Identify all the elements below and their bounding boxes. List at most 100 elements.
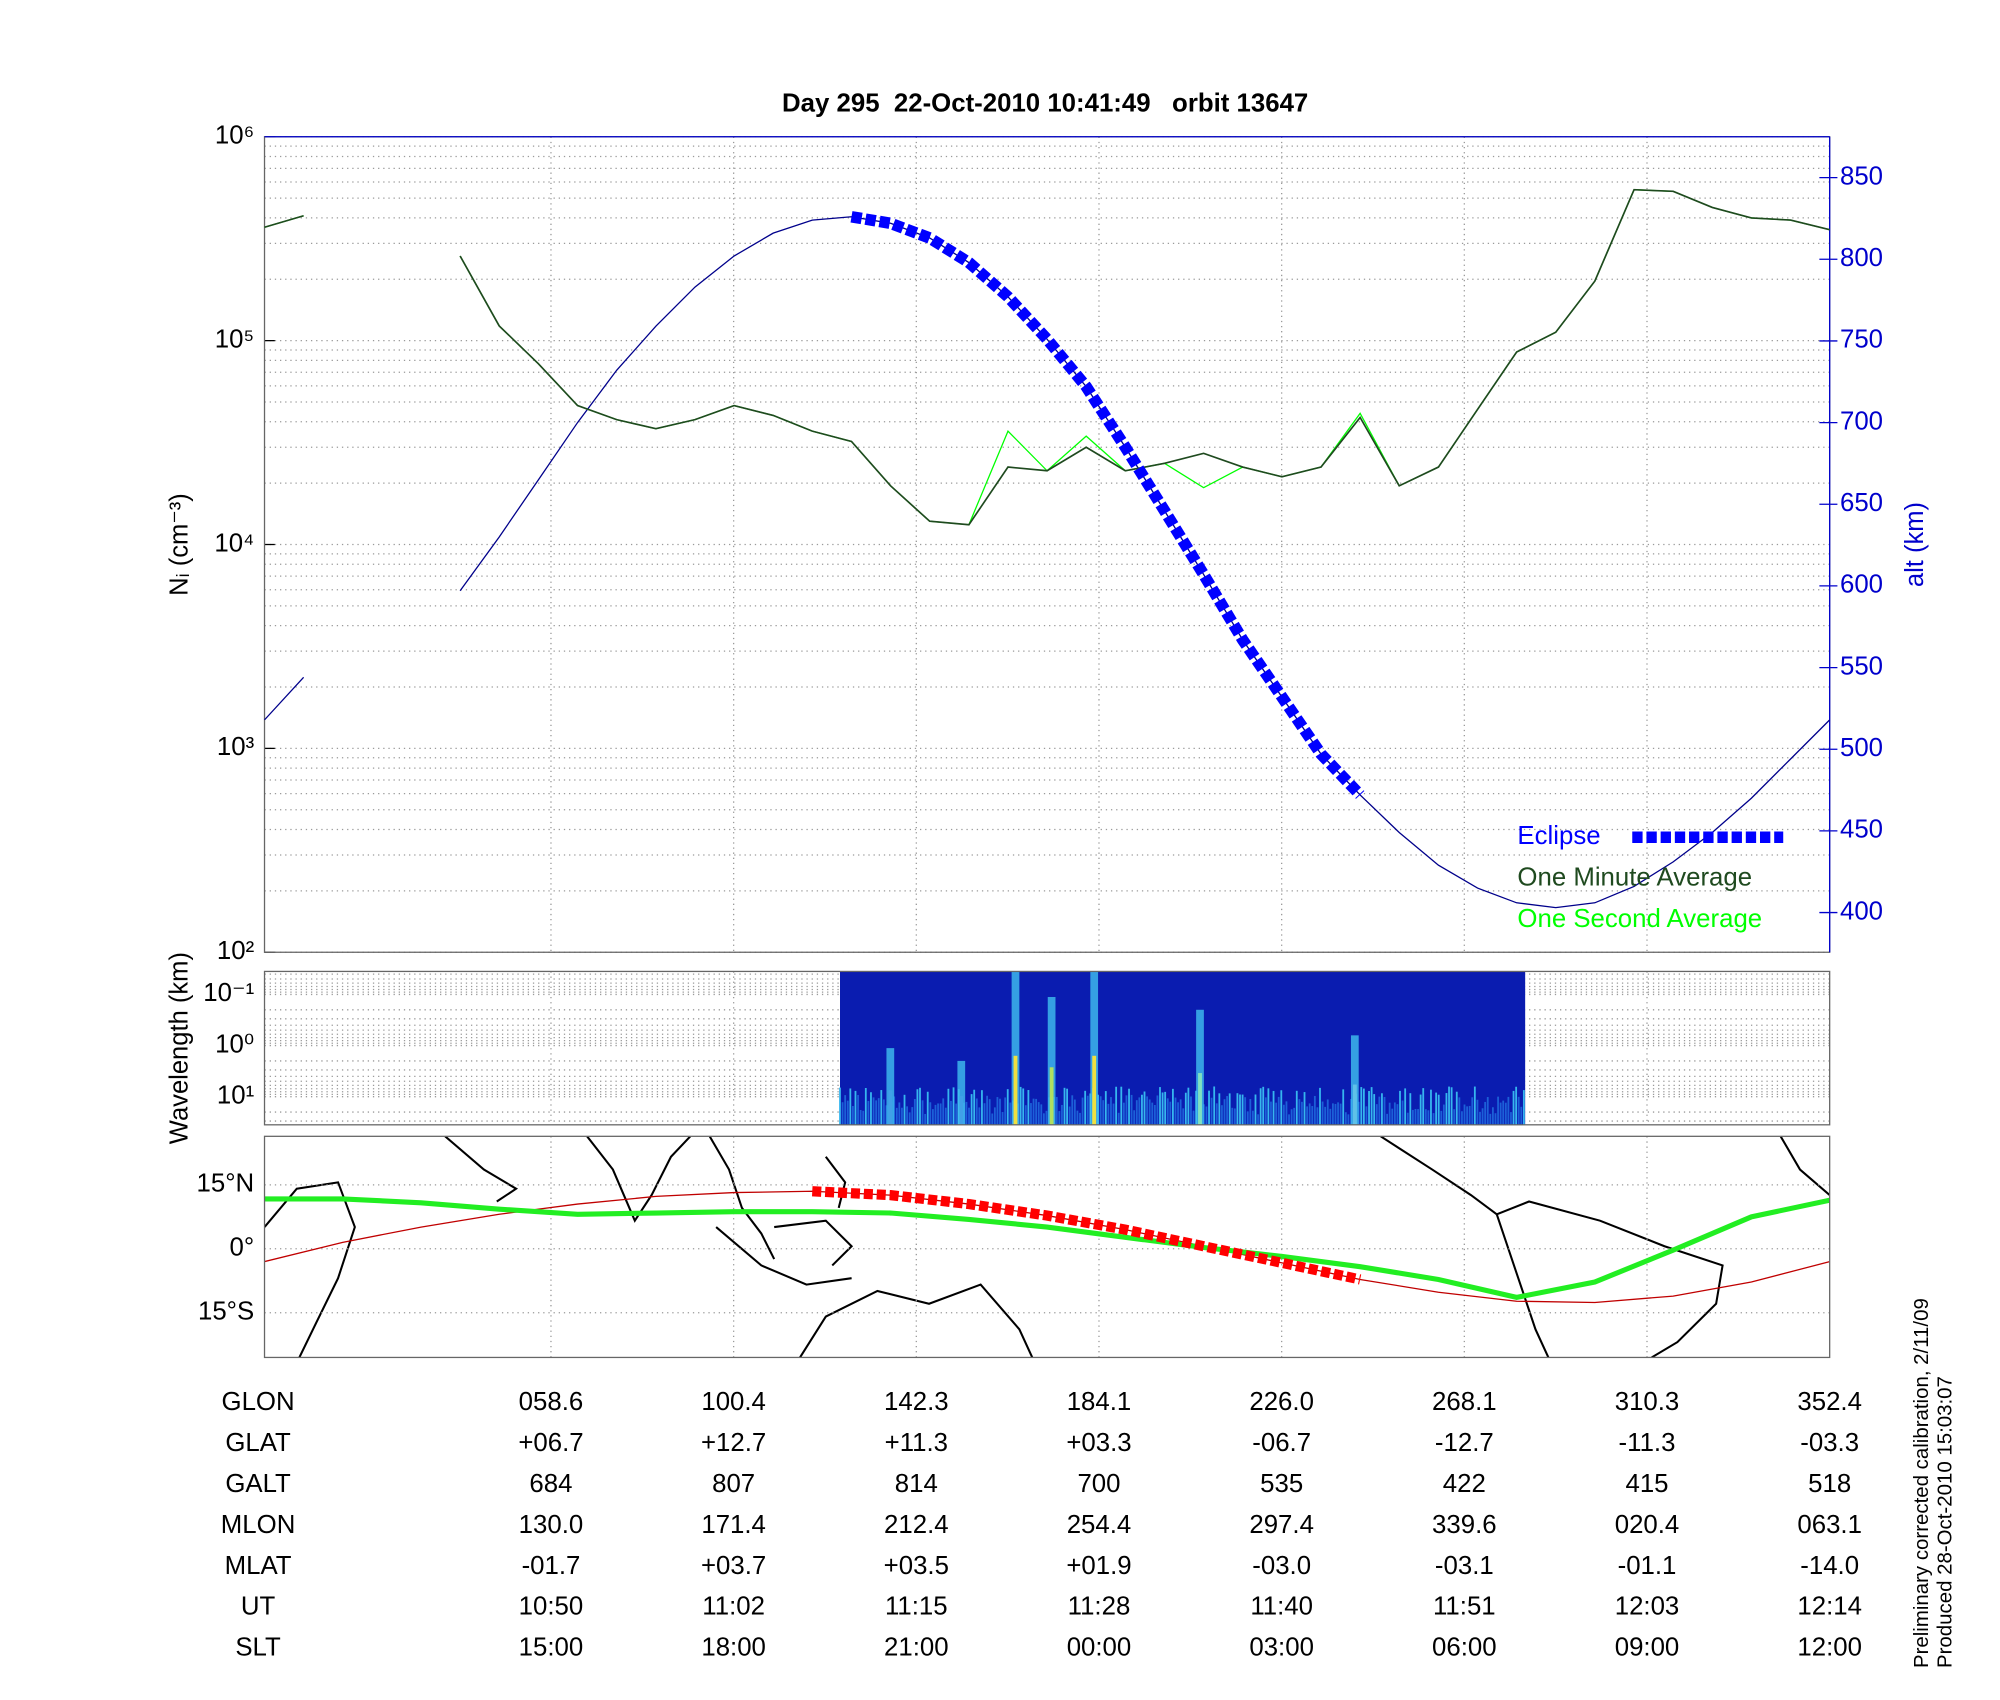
- cell: -14.0: [1800, 1552, 1859, 1580]
- spectrogram-streak: [957, 1060, 966, 1125]
- spectrogram-core: [1049, 1067, 1054, 1125]
- y2-tick-label: 850: [1840, 162, 1883, 190]
- south-america-coast: [1495, 1200, 1724, 1358]
- spectrogram-streak: [1047, 996, 1056, 1125]
- plot-frame: [263, 970, 1831, 1126]
- australia-coast: [799, 1283, 1034, 1358]
- cell: -06.7: [1252, 1429, 1311, 1457]
- y-axis-label: Nᵢ (cm⁻³): [165, 493, 193, 596]
- spectrogram-streak: [886, 1048, 895, 1125]
- cell: 10:50: [519, 1593, 584, 1621]
- cell: 12:14: [1797, 1593, 1862, 1621]
- produced-note: Produced 28-Oct-2010 15:03:07: [1933, 1376, 1956, 1668]
- cell: 130.0: [519, 1511, 584, 1539]
- cell: 807: [712, 1470, 755, 1498]
- cell: 18:00: [701, 1634, 766, 1662]
- spectrogram-y-label: Wavelength (km): [165, 952, 193, 1144]
- y2-tick-label: 750: [1840, 326, 1883, 354]
- y-tick-label: 10³: [217, 733, 255, 761]
- cell: 063.1: [1797, 1511, 1862, 1539]
- cell: 06:00: [1432, 1634, 1497, 1662]
- spectrogram-streak: [1196, 1009, 1204, 1125]
- spectrogram-streak: [1350, 1035, 1359, 1125]
- cell: 226.0: [1249, 1388, 1314, 1416]
- cell: 11:40: [1250, 1593, 1313, 1621]
- row-label: UT: [241, 1593, 276, 1621]
- cell: 535: [1260, 1470, 1303, 1498]
- y2-tick-label: 650: [1840, 489, 1883, 517]
- cell: 310.3: [1615, 1388, 1680, 1416]
- cell: 11:15: [885, 1593, 948, 1621]
- cell: 422: [1443, 1470, 1486, 1498]
- spectrogram-core: [1352, 1084, 1357, 1125]
- cell: 518: [1808, 1470, 1851, 1498]
- cell: -03.0: [1252, 1552, 1311, 1580]
- y2-tick-label: 700: [1840, 407, 1883, 435]
- cell: +03.7: [701, 1552, 766, 1580]
- cell: 100.4: [701, 1388, 766, 1416]
- y2-tick-label: 550: [1840, 652, 1883, 680]
- coastlines: [264, 1136, 1830, 1358]
- row-label: MLON: [221, 1511, 296, 1539]
- cell: -01.1: [1618, 1552, 1677, 1580]
- row-label: SLT: [235, 1634, 281, 1662]
- cell: 15:00: [519, 1634, 584, 1662]
- y-tick-label: 10⁴: [214, 529, 254, 557]
- row-label: MLAT: [225, 1552, 292, 1580]
- cell: +12.7: [701, 1429, 766, 1457]
- eclipse-markers: [850, 211, 1365, 799]
- y-tick-label: 0°: [230, 1234, 255, 1262]
- row-label: GALT: [225, 1470, 291, 1498]
- eclipse-track: [812, 1186, 1362, 1285]
- y2-axis-label: alt (km): [1901, 502, 1929, 587]
- cell: +01.9: [1066, 1552, 1131, 1580]
- cell: -03.3: [1800, 1429, 1859, 1457]
- cell: 142.3: [884, 1388, 949, 1416]
- series-line: [264, 188, 1830, 526]
- series-line: [264, 189, 1830, 526]
- cell: 352.4: [1797, 1388, 1862, 1416]
- legend-label: One Second Average: [1517, 905, 1762, 933]
- cell: 184.1: [1067, 1388, 1132, 1416]
- cell: -11.3: [1619, 1429, 1676, 1457]
- cell: 268.1: [1432, 1388, 1497, 1416]
- cell: 020.4: [1615, 1511, 1680, 1539]
- y-tick-label: 10¹: [217, 1082, 254, 1110]
- calibration-note: Preliminary corrected calibration, 2/11/…: [1910, 1298, 1933, 1668]
- spectrogram-core: [1092, 1055, 1097, 1125]
- cell: +03.3: [1066, 1429, 1131, 1457]
- cell: 09:00: [1615, 1634, 1680, 1662]
- spectrogram-core: [888, 1090, 893, 1125]
- y-tick-label: 15°S: [198, 1298, 254, 1326]
- y-tick-label: 15°N: [197, 1170, 255, 1198]
- cell: 058.6: [519, 1388, 584, 1416]
- cell: 12:00: [1797, 1634, 1862, 1662]
- y2-tick-label: 400: [1840, 897, 1883, 925]
- cell: 12:03: [1615, 1593, 1680, 1621]
- cell: 254.4: [1067, 1511, 1132, 1539]
- africa-coast: [264, 1181, 356, 1358]
- y-tick-label: 10²: [217, 937, 255, 965]
- west-africa-coast: [1779, 1136, 1830, 1196]
- cell: 11:28: [1068, 1593, 1131, 1621]
- cell: +03.5: [884, 1552, 949, 1580]
- cell: -01.7: [522, 1552, 581, 1580]
- india-coast: [586, 1136, 692, 1223]
- y2-tick-label: 500: [1840, 734, 1883, 762]
- y2-tick-label: 800: [1840, 244, 1883, 272]
- y-tick-label: 10⁶: [215, 122, 254, 150]
- central-america-coast: [1380, 1136, 1498, 1216]
- legend-label: Eclipse: [1517, 822, 1600, 850]
- chart-title: Day 295 22-Oct-2010 10:41:49 orbit 13647: [782, 90, 1308, 118]
- cell: 814: [895, 1470, 938, 1498]
- islands-coast: [715, 1156, 854, 1286]
- row-label: GLAT: [225, 1429, 291, 1457]
- spectrogram-core: [1198, 1073, 1202, 1125]
- spectrogram-core: [959, 1096, 964, 1125]
- cell: 415: [1625, 1470, 1668, 1498]
- arabia-coast: [444, 1136, 519, 1203]
- y2-tick-label: 600: [1840, 571, 1883, 599]
- spectrogram-streak: [1011, 971, 1020, 1125]
- ground-track: [264, 1196, 1830, 1300]
